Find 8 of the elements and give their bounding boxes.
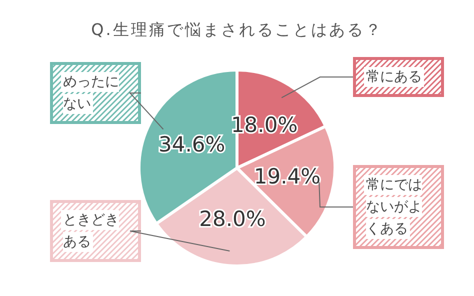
slice-label: 常にではないがよくある [366, 177, 422, 237]
slice-label: めったにない [63, 74, 119, 112]
data-label: 28.0% [199, 206, 266, 231]
chart-title: Q.生理痛で悩まされることはある？ [90, 20, 384, 41]
slice-label: 常にある [366, 69, 422, 85]
slice-label: ときどきある [63, 212, 119, 250]
data-label: 34.6% [158, 132, 226, 156]
data-label: 19.4% [254, 164, 321, 189]
